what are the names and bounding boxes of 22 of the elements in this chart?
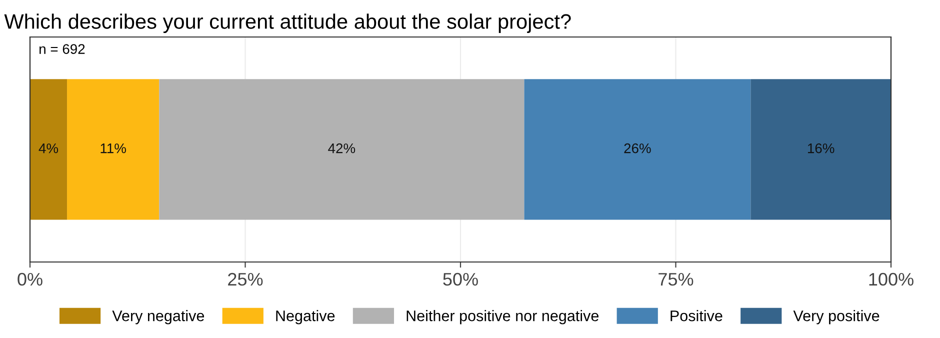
bar	[30, 79, 68, 220]
data-label: 16%	[808, 143, 834, 154]
x-tick-label: 50%	[443, 272, 478, 286]
legend-label: Very positive	[793, 310, 880, 324]
bar	[67, 79, 160, 220]
data-label: 11%	[100, 143, 126, 154]
bar	[159, 79, 524, 220]
chart-title: Which describes your current attitude about the solar project?	[4, 14, 571, 33]
x-tick-label: 25%	[228, 272, 263, 286]
bar	[524, 79, 751, 220]
bar	[750, 79, 891, 220]
legend-label: Very negative	[112, 310, 204, 324]
data-label: 4%	[38, 143, 58, 154]
legend-label: Positive	[670, 310, 722, 322]
legend-label: Negative	[276, 310, 335, 324]
x-tick-label: 75%	[658, 272, 694, 286]
legend-label: Neither positive nor negative	[406, 310, 598, 324]
x-tick-label: 0%	[18, 272, 42, 286]
data-label: 42%	[328, 143, 356, 154]
data-label: 26%	[624, 143, 651, 154]
text: n = 692	[40, 44, 85, 54]
x-tick-label: 100%	[869, 272, 914, 286]
